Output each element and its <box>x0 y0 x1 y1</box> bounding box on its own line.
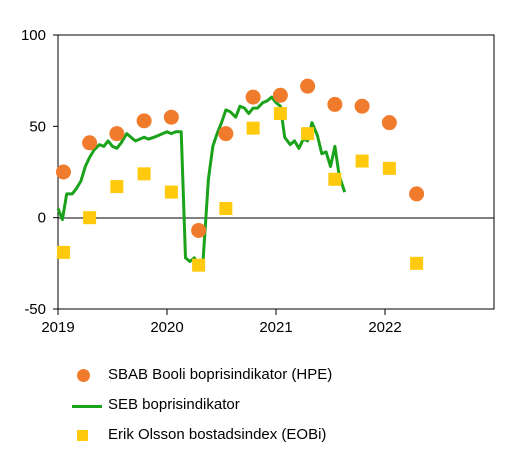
x-tick-label: 2021 <box>259 319 292 336</box>
hpe-point <box>109 126 125 142</box>
hpe-point <box>55 164 71 180</box>
hpe-point <box>409 186 425 202</box>
eobi-point <box>110 180 124 194</box>
orange-dot-icon <box>77 369 90 382</box>
legend-label-seb: SEB boprisindikator <box>108 396 240 413</box>
hpe-point <box>191 222 207 238</box>
eobi-point <box>273 107 287 121</box>
legend-label-eobi: Erik Olsson bostadsindex (EOBi) <box>108 426 327 443</box>
hpe-point <box>300 78 316 94</box>
eobi-point <box>192 258 206 272</box>
plot-frame <box>57 34 495 310</box>
green-line-icon <box>72 405 102 408</box>
eobi-point <box>246 121 260 135</box>
x-tick-label: 2019 <box>41 319 74 336</box>
chart: 100 50 0 -50 2019 2020 2021 2022 <box>21 27 495 336</box>
y-tick-label: 0 <box>38 210 46 227</box>
x-tick-label: 2020 <box>150 319 183 336</box>
legend-label-hpe: SBAB Booli boprisindikator (HPE) <box>108 366 333 383</box>
yellow-square-icon <box>77 430 88 441</box>
hpe-point <box>354 98 370 114</box>
eobi-point <box>219 202 233 216</box>
hpe-point <box>82 135 98 151</box>
seb-line <box>56 95 347 267</box>
eobi-point <box>355 154 369 168</box>
hpe-point <box>327 96 343 112</box>
eobi-point <box>83 211 97 225</box>
eobi-point <box>56 245 70 259</box>
eobi-point <box>410 256 424 270</box>
hpe-point <box>272 87 288 103</box>
x-tick-label: 2022 <box>368 319 401 336</box>
y-tick-label: -50 <box>24 301 46 318</box>
y-tick-label: 50 <box>29 118 46 135</box>
eobi-point <box>382 161 396 175</box>
hpe-point <box>245 89 261 105</box>
hpe-point <box>136 113 152 129</box>
hpe-point <box>381 115 397 131</box>
eobi-point <box>301 127 315 141</box>
eobi-point <box>328 172 342 186</box>
hpe-point <box>163 109 179 125</box>
hpe-point <box>218 126 234 142</box>
eobi-point <box>137 167 151 181</box>
y-tick-label: 100 <box>21 27 46 44</box>
eobi-point <box>164 185 178 199</box>
